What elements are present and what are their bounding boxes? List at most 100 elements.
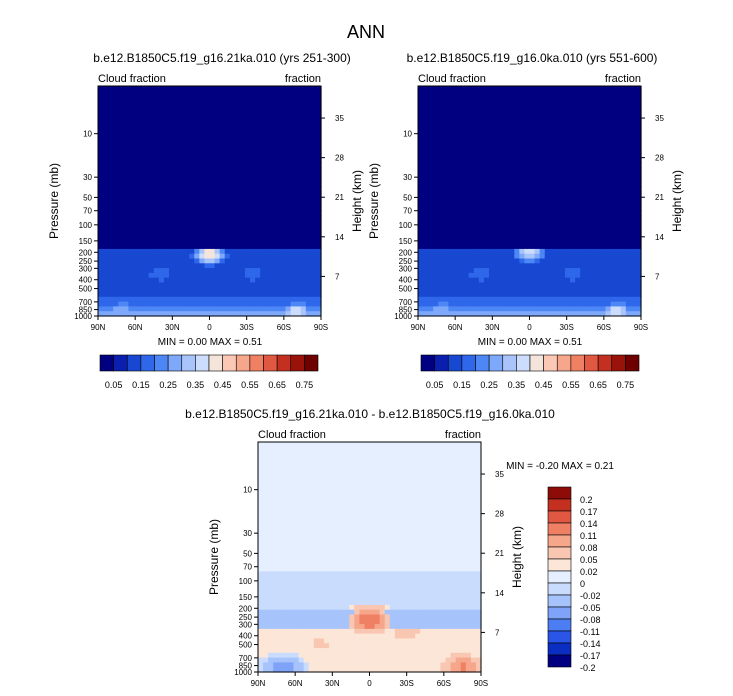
field-cell [620,129,627,135]
field-cell [209,229,216,236]
field-cell [433,244,439,250]
field-cell [219,86,226,92]
field-cell [163,272,170,279]
field-cell [435,489,442,496]
field-cell [204,167,211,173]
field-cell [323,461,330,467]
field-cell [499,253,505,260]
field-cell [199,177,206,183]
field-cell [113,86,119,92]
field-cell [295,258,302,264]
field-cell [529,268,536,274]
field-cell [194,109,200,116]
field-cell [158,186,165,193]
field-cell [504,253,510,260]
field-cell [300,220,307,226]
field-cell [268,499,274,505]
field-cell [570,301,576,308]
figure-title: ANN [347,22,385,42]
field-cell [133,282,140,288]
field-cell [428,100,434,106]
field-cell [300,86,307,92]
field-cell [635,248,642,255]
field-cell [384,499,391,505]
field-cell [315,157,322,164]
field-cell [458,124,465,130]
field-cell [418,181,424,188]
field-cell [559,124,566,130]
field-cell [544,215,551,221]
field-cell [430,470,436,477]
field-cell [255,177,261,183]
field-cell [478,167,485,173]
field-cell [443,191,450,197]
field-cell [625,201,632,207]
field-cell [214,272,221,279]
field-cell [244,224,251,231]
field-cell [318,489,325,496]
field-cell [460,461,467,467]
field-cell [443,105,450,111]
field-cell [514,162,520,169]
field-cell [239,268,246,274]
field-cell [315,287,322,293]
field-cell [128,292,135,298]
field-cell [310,100,317,106]
field-cell [470,451,477,457]
field-cell [295,95,302,101]
field-cell [270,143,276,149]
field-cell [295,177,302,183]
field-cell [224,220,231,226]
field-cell [219,201,226,207]
field-cell [374,489,381,496]
field-cell [158,229,165,236]
field-cell [270,296,276,303]
field-cell [133,114,140,121]
field-cell [234,244,241,250]
field-cell [108,133,114,140]
field-cell [189,95,195,101]
field-cell [438,215,444,221]
field-cell [473,100,480,106]
field-cell [108,253,114,260]
field-cell [620,215,627,221]
field-cell [635,205,642,212]
field-cell [224,157,231,164]
field-cell [163,239,170,245]
field-cell [519,239,526,245]
field-cell [440,470,447,477]
field-cell [244,86,251,92]
field-cell [270,258,276,264]
field-cell [440,446,447,453]
field-cell [519,258,526,264]
field-cell [250,109,256,116]
field-cell [610,181,617,188]
field-cell [265,258,271,264]
field-cell [554,224,561,231]
field-cell [494,301,500,308]
field-cell [559,90,566,97]
field-cell [179,119,185,125]
field-cell [575,205,581,212]
field-cell [315,186,322,193]
field-cell [428,196,434,202]
field-cell [305,215,312,221]
field-cell [98,124,104,130]
field-cell [315,220,322,226]
field-cell [328,442,335,448]
field-cell [488,196,495,202]
field-cell [250,105,256,111]
field-cell [263,451,269,457]
field-cell [483,244,490,250]
field-cell [298,475,305,481]
field-cell [194,272,200,279]
field-cell [285,119,292,125]
field-cell [549,181,556,188]
field-cell [265,282,271,288]
field-cell [549,162,556,169]
field-cell [438,258,444,264]
field-cell [605,210,612,216]
field-cell [98,186,104,193]
field-cell [580,272,586,279]
field-cell [389,475,396,481]
